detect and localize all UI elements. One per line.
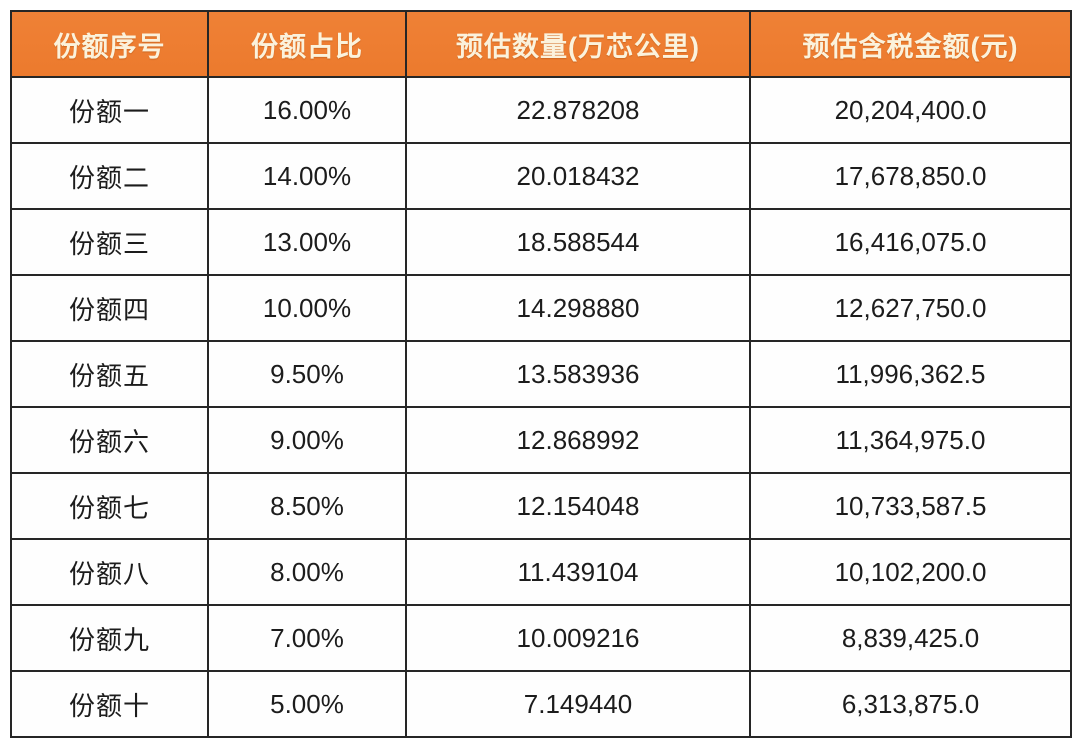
table-body: 份额一 16.00% 22.878208 20,204,400.0 份额二 14…	[10, 76, 1072, 738]
cell-share-ratio: 7.00%	[207, 604, 407, 672]
cell-share-ratio: 9.00%	[207, 406, 407, 474]
cell-est-quantity: 18.588544	[405, 208, 751, 276]
cell-share-ratio: 9.50%	[207, 340, 407, 408]
cell-share-name: 份额六	[10, 406, 209, 474]
cell-share-ratio: 16.00%	[207, 76, 407, 144]
cell-est-amount: 11,364,975.0	[749, 406, 1072, 474]
table-row: 份额九 7.00% 10.009216 8,839,425.0	[10, 604, 1072, 672]
cell-est-amount: 8,839,425.0	[749, 604, 1072, 672]
header-share-index: 份额序号	[10, 10, 209, 78]
cell-est-quantity: 7.149440	[405, 670, 751, 738]
header-est-amount: 预估含税金额(元)	[749, 10, 1072, 78]
table-row: 份额一 16.00% 22.878208 20,204,400.0	[10, 76, 1072, 144]
cell-share-name: 份额五	[10, 340, 209, 408]
cell-share-ratio: 8.50%	[207, 472, 407, 540]
cell-est-amount: 20,204,400.0	[749, 76, 1072, 144]
table-row: 份额二 14.00% 20.018432 17,678,850.0	[10, 142, 1072, 210]
cell-est-quantity: 13.583936	[405, 340, 751, 408]
cell-share-name: 份额十	[10, 670, 209, 738]
table-header: 份额序号 份额占比 预估数量(万芯公里) 预估含税金额(元)	[10, 10, 1072, 78]
cell-share-name: 份额九	[10, 604, 209, 672]
table-row: 份额三 13.00% 18.588544 16,416,075.0	[10, 208, 1072, 276]
cell-est-quantity: 12.154048	[405, 472, 751, 540]
cell-share-ratio: 13.00%	[207, 208, 407, 276]
cell-est-amount: 10,102,200.0	[749, 538, 1072, 606]
table-row: 份额十 5.00% 7.149440 6,313,875.0	[10, 670, 1072, 738]
table-row: 份额四 10.00% 14.298880 12,627,750.0	[10, 274, 1072, 342]
table-row: 份额五 9.50% 13.583936 11,996,362.5	[10, 340, 1072, 408]
cell-est-amount: 6,313,875.0	[749, 670, 1072, 738]
cell-est-quantity: 20.018432	[405, 142, 751, 210]
cell-est-amount: 16,416,075.0	[749, 208, 1072, 276]
cell-share-name: 份额一	[10, 76, 209, 144]
table-row: 份额七 8.50% 12.154048 10,733,587.5	[10, 472, 1072, 540]
cell-est-amount: 10,733,587.5	[749, 472, 1072, 540]
cell-est-quantity: 10.009216	[405, 604, 751, 672]
cell-share-name: 份额七	[10, 472, 209, 540]
table-row: 份额六 9.00% 12.868992 11,364,975.0	[10, 406, 1072, 474]
cell-share-ratio: 10.00%	[207, 274, 407, 342]
cell-est-quantity: 22.878208	[405, 76, 751, 144]
cell-share-name: 份额四	[10, 274, 209, 342]
cell-share-ratio: 14.00%	[207, 142, 407, 210]
cell-share-name: 份额八	[10, 538, 209, 606]
cell-share-ratio: 8.00%	[207, 538, 407, 606]
cell-share-name: 份额二	[10, 142, 209, 210]
cell-est-quantity: 14.298880	[405, 274, 751, 342]
cell-est-amount: 11,996,362.5	[749, 340, 1072, 408]
cell-est-amount: 12,627,750.0	[749, 274, 1072, 342]
table-row: 份额八 8.00% 11.439104 10,102,200.0	[10, 538, 1072, 606]
cell-share-ratio: 5.00%	[207, 670, 407, 738]
cell-est-amount: 17,678,850.0	[749, 142, 1072, 210]
cell-est-quantity: 11.439104	[405, 538, 751, 606]
cell-share-name: 份额三	[10, 208, 209, 276]
header-share-ratio: 份额占比	[207, 10, 407, 78]
share-allocation-table-wrap: 份额序号 份额占比 预估数量(万芯公里) 预估含税金额(元) 份额一 16.00…	[10, 10, 1072, 738]
header-row: 份额序号 份额占比 预估数量(万芯公里) 预估含税金额(元)	[10, 10, 1072, 78]
cell-est-quantity: 12.868992	[405, 406, 751, 474]
share-allocation-table: 份额序号 份额占比 预估数量(万芯公里) 预估含税金额(元) 份额一 16.00…	[10, 10, 1072, 738]
header-est-quantity: 预估数量(万芯公里)	[405, 10, 751, 78]
